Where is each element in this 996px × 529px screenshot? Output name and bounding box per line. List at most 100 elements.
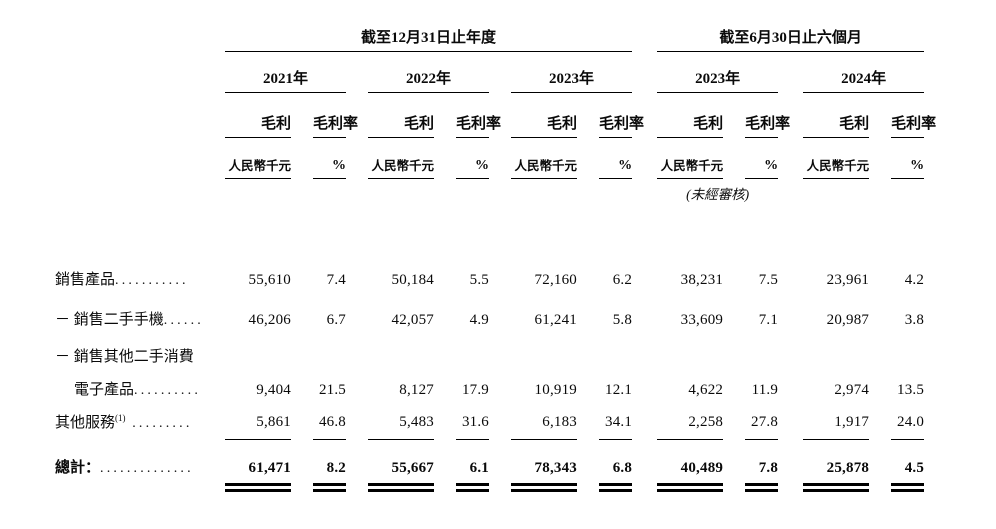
column-gap — [291, 439, 313, 476]
gross-profit-value: 9,404 — [256, 381, 291, 398]
column-gap — [346, 288, 368, 328]
gross-margin-header: 毛利率 — [891, 92, 936, 138]
double-rule-cell — [225, 476, 291, 492]
column-gap — [434, 439, 456, 476]
gross-margin-value: 31.6 — [456, 398, 489, 440]
column-gap — [778, 288, 803, 328]
gross-margin-header: 毛利率 — [745, 92, 790, 138]
gross-margin-value: 21.5 — [318, 381, 346, 398]
footnote-marker: (1) — [115, 412, 126, 423]
column-gap — [434, 256, 456, 288]
gross-margin-header: 毛利率 — [313, 92, 358, 138]
gross-profit-value: 1,917 — [803, 398, 870, 440]
unit-rmb-header: 人民幣千元 — [368, 137, 434, 179]
unit-pct-header: % — [891, 137, 925, 179]
gross-profit-value: 46,206 — [248, 311, 291, 328]
double-rule-cell — [313, 476, 346, 492]
row-label-text: 銷售產品 — [55, 271, 116, 288]
unit-pct-header: % — [313, 137, 346, 179]
table-corner-cell — [55, 51, 225, 92]
column-gap — [434, 92, 456, 137]
column-gap — [489, 398, 511, 439]
column-gap — [291, 288, 313, 328]
unit-rmb-header: 人民幣千元 — [511, 137, 577, 179]
gross-margin-value: 7.1 — [758, 311, 779, 328]
gross-profit-header: 毛利 — [368, 92, 434, 138]
gross-profit-value: 5,483 — [368, 398, 434, 440]
double-rule — [225, 483, 291, 492]
gross-profit-value: 5,861 — [225, 398, 291, 440]
column-gap — [577, 365, 599, 398]
column-gap — [346, 51, 368, 92]
column-gap — [778, 178, 803, 210]
double-rule — [599, 483, 633, 492]
column-gap — [577, 398, 599, 439]
gross-margin-value: 7.4 — [326, 271, 346, 288]
row-label-text: － 銷售二手手機 — [55, 311, 164, 328]
leader-dots: ......... — [125, 415, 193, 431]
column-gap — [632, 18, 657, 51]
leader-dots: ...... — [163, 312, 204, 328]
gross-margin-value: 13.5 — [897, 381, 925, 398]
column-gap — [778, 51, 803, 92]
row-label-text: 其他服務 — [55, 414, 116, 431]
column-gap — [434, 137, 456, 178]
column-gap — [577, 476, 599, 492]
gross-margin-value: 12.1 — [605, 381, 633, 398]
column-gap — [723, 137, 745, 178]
gross-margin-value: 17.9 — [461, 381, 489, 398]
period-header-interim: 截至6月30日止六個月 — [657, 18, 925, 52]
gross-profit-value: 33,609 — [680, 311, 724, 328]
column-gap — [346, 476, 368, 492]
column-gap — [723, 476, 745, 492]
unit-pct-header: % — [599, 137, 633, 179]
column-gap — [723, 92, 745, 137]
gross-margin-value: 11.9 — [751, 381, 779, 398]
column-gap — [778, 365, 803, 398]
gross-margin-value: 4.9 — [469, 311, 489, 328]
gross-margin-value: 24.0 — [891, 398, 925, 440]
gross-profit-value: 50,184 — [391, 271, 434, 288]
double-rule — [745, 483, 779, 492]
total-gross-profit-value: 78,343 — [534, 459, 577, 476]
column-gap — [346, 137, 368, 178]
year-header: 2023年 — [657, 51, 779, 93]
column-gap — [869, 398, 891, 439]
column-gap — [632, 288, 657, 328]
total-gross-profit-value: 25,878 — [826, 459, 870, 476]
column-gap — [869, 476, 891, 492]
empty-cell — [803, 178, 924, 210]
gross-profit-value: 20,987 — [826, 311, 870, 328]
column-gap — [723, 288, 745, 328]
column-gap — [778, 256, 803, 288]
unaudited-note: (未經審核) — [686, 186, 750, 202]
gross-profit-value: 72,160 — [534, 271, 577, 288]
column-gap — [346, 256, 368, 288]
gross-margin-value: 7.5 — [758, 271, 779, 288]
column-gap — [489, 256, 511, 288]
double-rule-cell — [599, 476, 633, 492]
double-rule-cell — [511, 476, 577, 492]
column-gap — [778, 439, 803, 476]
column-gap — [577, 256, 599, 288]
unit-rmb-header: 人民幣千元 — [225, 137, 291, 179]
column-gap — [291, 476, 313, 492]
total-gross-profit-value: 40,489 — [680, 459, 724, 476]
table-corner-cell — [55, 178, 225, 210]
column-gap — [869, 256, 891, 288]
column-gap — [723, 365, 745, 398]
column-gap — [434, 476, 456, 492]
total-row-label: 總計：.............. — [55, 439, 225, 476]
gross-profit-header: 毛利 — [803, 92, 870, 138]
column-gap — [346, 398, 368, 439]
column-gap — [291, 92, 313, 137]
column-gap — [489, 439, 511, 476]
year-header: 2023年 — [511, 51, 633, 93]
gross-profit-value: 10,919 — [534, 381, 577, 398]
column-gap — [632, 178, 657, 210]
row-label: 電子產品.......... — [55, 365, 225, 398]
double-rule — [313, 483, 346, 492]
double-rule-cell — [657, 476, 724, 492]
gross-margin-value: 5.5 — [469, 271, 489, 288]
column-gap — [577, 137, 599, 178]
